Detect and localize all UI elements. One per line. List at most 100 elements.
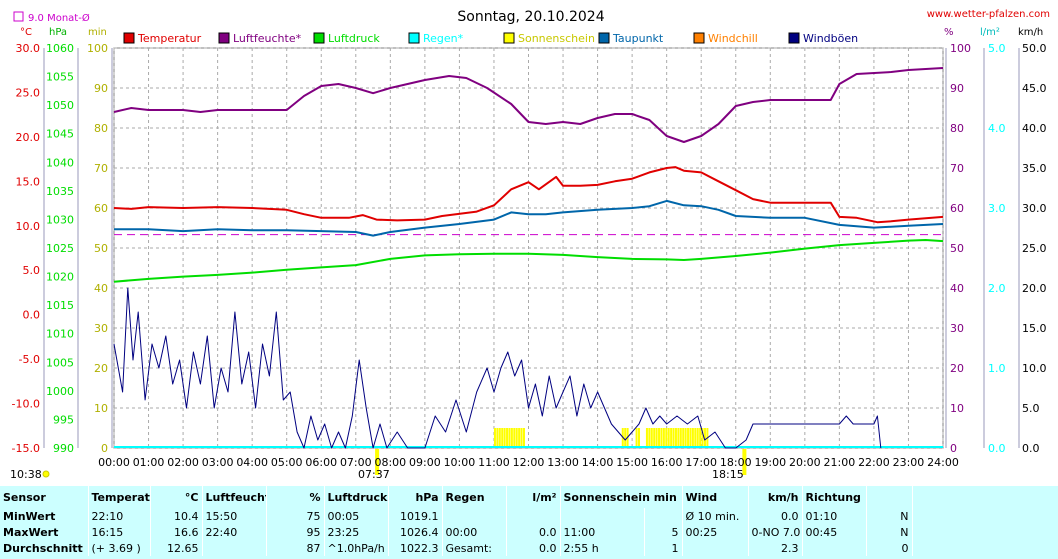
- unit-c: °C: [20, 27, 32, 38]
- stats-cell: Ø 10 min.: [682, 508, 749, 524]
- stats-row-label: MinWert: [0, 508, 89, 524]
- sunshine-bar: [513, 428, 516, 448]
- humidity-axis-tick: 40: [950, 282, 964, 295]
- stats-header-pressure-unit: hPa: [388, 486, 443, 508]
- x-tick-label: 17:00: [685, 456, 717, 469]
- sunshine-bar: [653, 428, 656, 448]
- x-tick-label: 10:00: [444, 456, 476, 469]
- stats-cell: 2.3: [748, 540, 803, 556]
- x-tick-label: 02:00: [167, 456, 199, 469]
- temp-axis-tick: -10.0: [12, 398, 40, 411]
- x-tick-label: 16:00: [651, 456, 683, 469]
- pressure-axis-tick: 1005: [46, 356, 74, 369]
- minutes-axis-tick: 90: [94, 82, 108, 95]
- stats-cell: 00:05: [324, 508, 389, 524]
- sunshine-bar: [694, 428, 697, 448]
- stats-header-luftfeuchte: Luftfeuchte: [202, 486, 267, 508]
- sun-icon: [42, 470, 50, 478]
- stats-cell: (+ 3.69 ): [88, 540, 151, 556]
- sunshine-bar: [660, 428, 663, 448]
- sunshine-bar: [637, 428, 640, 448]
- x-tick-label: 13:00: [547, 456, 579, 469]
- pressure-axis-tick: 1035: [46, 185, 74, 198]
- stats-cell: 0.0: [748, 508, 803, 524]
- sunshine-bar: [496, 428, 499, 448]
- stats-cell: 0.0: [506, 540, 561, 556]
- wind-axis-tick: 40.0: [1022, 122, 1047, 135]
- minutes-axis-tick: 50: [94, 242, 108, 255]
- minutes-axis-tick: 10: [94, 402, 108, 415]
- legend-swatch: [788, 32, 800, 44]
- rain-axis-tick: 2.0: [988, 282, 1006, 295]
- stats-cell: [202, 540, 267, 556]
- site-url: www.wetter-pfalzen.com: [927, 9, 1050, 20]
- wind-axis-tick: 50.0: [1022, 42, 1047, 55]
- x-tick-label: 21:00: [824, 456, 856, 469]
- x-tick-label: 18:00: [720, 456, 752, 469]
- sunshine-bar: [665, 428, 668, 448]
- stats-cell: 0.0: [506, 524, 561, 540]
- x-tick-label: 08:00: [374, 456, 406, 469]
- sunshine-bar: [699, 428, 702, 448]
- sunshine-bar: [691, 428, 694, 448]
- legend-label: Regen*: [423, 32, 464, 45]
- sunshine-bar: [635, 428, 638, 448]
- legend: Temperatur Luftfeuchte* Luftdruck Regen* Son…: [123, 32, 858, 45]
- series-windboeen-line: [113, 287, 882, 449]
- unit-kmh: km/h: [1018, 27, 1043, 38]
- stats-row-min: MinWert 22:10 10.4 15:50 75 00:05 1019.1…: [0, 508, 1058, 524]
- series-taupunkt-line: [114, 199, 944, 237]
- stats-cell: 00:45: [802, 524, 867, 540]
- stats-cell: 0: [866, 540, 913, 556]
- stats-header-temperatur: Temperatur: [88, 486, 151, 508]
- humidity-axis-tick: 80: [950, 122, 964, 135]
- pressure-axis-tick: 1020: [46, 271, 74, 284]
- unit-min: min: [88, 27, 107, 38]
- stats-cell: 2:55 h: [560, 540, 645, 556]
- stats-cell: [560, 508, 645, 524]
- sunshine-bar: [506, 428, 509, 448]
- x-tick-label: 07:00: [340, 456, 372, 469]
- temp-axis-tick: 10.0: [16, 220, 41, 233]
- minutes-axis-tick: 70: [94, 162, 108, 175]
- wind-axis-tick: 30.0: [1022, 202, 1047, 215]
- x-tick-label: 01:00: [133, 456, 165, 469]
- unit-hpa: hPa: [49, 27, 67, 38]
- x-tick-label: 11:00: [478, 456, 510, 469]
- wind-axis-tick: 35.0: [1022, 162, 1047, 175]
- pressure-axis-tick: 1055: [46, 71, 74, 84]
- x-tick-label: 06:00: [305, 456, 337, 469]
- pressure-axis-tick: 1030: [46, 213, 74, 226]
- x-tick-label: 23:00: [893, 456, 925, 469]
- humidity-axis-tick: 60: [950, 202, 964, 215]
- series: [113, 67, 944, 475]
- stats-cell: 12.65: [150, 540, 203, 556]
- minutes-axis-tick: 0: [101, 442, 108, 455]
- legend-swatch: [313, 32, 325, 44]
- stats-cell: 16:15: [88, 524, 151, 540]
- stats-row-label: Durchschnitt: [0, 540, 89, 556]
- wind-axis-tick: 20.0: [1022, 282, 1047, 295]
- legend-swatch: [218, 32, 230, 44]
- humidity-axis-tick: 0: [950, 442, 957, 455]
- minutes-axis-tick: 20: [94, 362, 108, 375]
- series-temperatur-line: [113, 166, 944, 224]
- minutes-axis-tick: 40: [94, 282, 108, 295]
- minutes-axis-tick: 30: [94, 322, 108, 335]
- humidity-axis-tick: 70: [950, 162, 964, 175]
- x-tick-label: 19:00: [754, 456, 786, 469]
- sunshine-bar: [662, 428, 665, 448]
- stats-cell: 23:25: [324, 524, 389, 540]
- stats-cell: N: [866, 524, 913, 540]
- pressure-axis-tick: 990: [53, 442, 74, 455]
- stats-cell: 10.4: [150, 508, 203, 524]
- stats-header-sonnenschein: Sonnenschein min: [560, 486, 683, 508]
- minutes-axis-tick: 80: [94, 122, 108, 135]
- x-tick-label: 05:00: [271, 456, 303, 469]
- sunshine-bar: [626, 428, 629, 448]
- pressure-axis-tick: 1060: [46, 42, 74, 55]
- x-tick-label: 22:00: [858, 456, 890, 469]
- stats-row-max: MaxWert 16:15 16.6 22:40 95 23:25 1026.4…: [0, 524, 1058, 540]
- sunshine-bar: [503, 428, 506, 448]
- sunshine-bar: [645, 428, 648, 448]
